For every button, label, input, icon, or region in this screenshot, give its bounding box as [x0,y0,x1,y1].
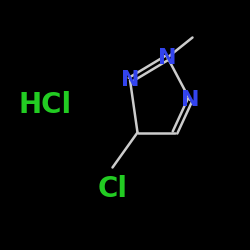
Text: N: N [121,70,139,90]
Text: HCl: HCl [18,91,72,119]
Text: N: N [158,48,177,68]
Text: Cl: Cl [98,175,128,203]
Text: N: N [181,90,199,110]
